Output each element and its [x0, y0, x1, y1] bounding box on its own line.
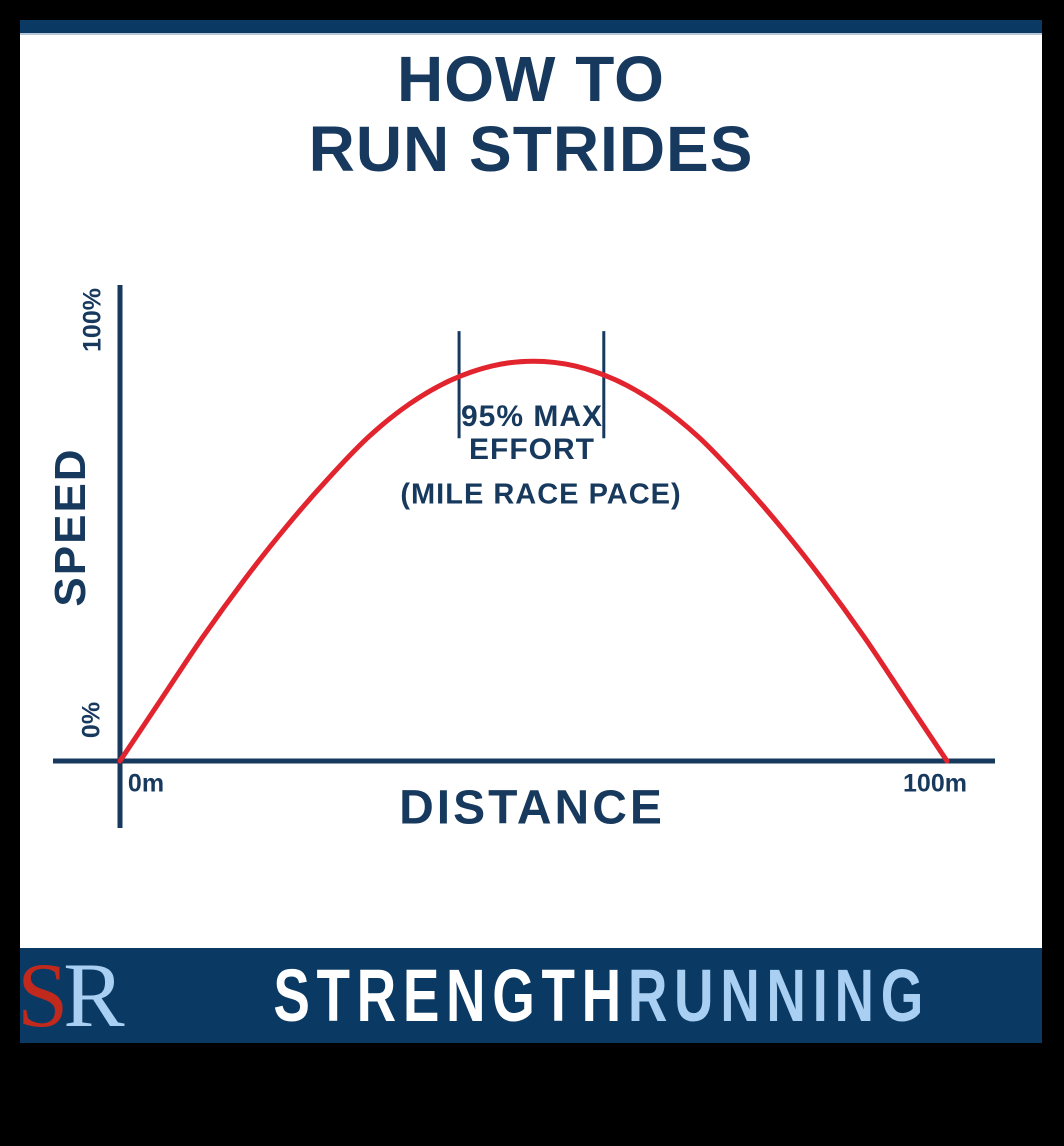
max-effort-line2: EFFORT — [468, 433, 595, 466]
sr-logo-letter-s: S — [17, 944, 68, 1046]
brand-strength: STRENGTH — [272, 954, 628, 1037]
y-tick-100: 100% — [78, 288, 107, 352]
y-axis-label: SPEED — [46, 447, 95, 607]
page-title: HOW TO RUN STRIDES — [20, 44, 1042, 184]
page-title-line2: RUN STRIDES — [308, 113, 754, 185]
footer-bar: SR STRENGTHRUNNING — [17, 948, 1042, 1043]
top-border-bar — [20, 20, 1042, 35]
page-title-line1: HOW TO — [397, 43, 665, 115]
x-tick-0m: 0m — [127, 769, 165, 798]
x-tick-100m: 100m — [903, 769, 967, 798]
sr-logo: SR — [17, 948, 125, 1043]
max-effort-annotation: 95% MAX EFFORT — [461, 400, 603, 466]
y-tick-0: 0% — [77, 701, 106, 739]
x-axis-label: DISTANCE — [399, 781, 665, 835]
mile-race-pace-annotation: (MILE RACE PACE) — [400, 478, 682, 511]
max-effort-line1: 95% MAX — [460, 400, 604, 433]
brand-running: RUNNING — [627, 954, 930, 1037]
brand-wordmark: STRENGTHRUNNING — [273, 948, 930, 1043]
sr-logo-letter-r: R — [63, 944, 124, 1046]
